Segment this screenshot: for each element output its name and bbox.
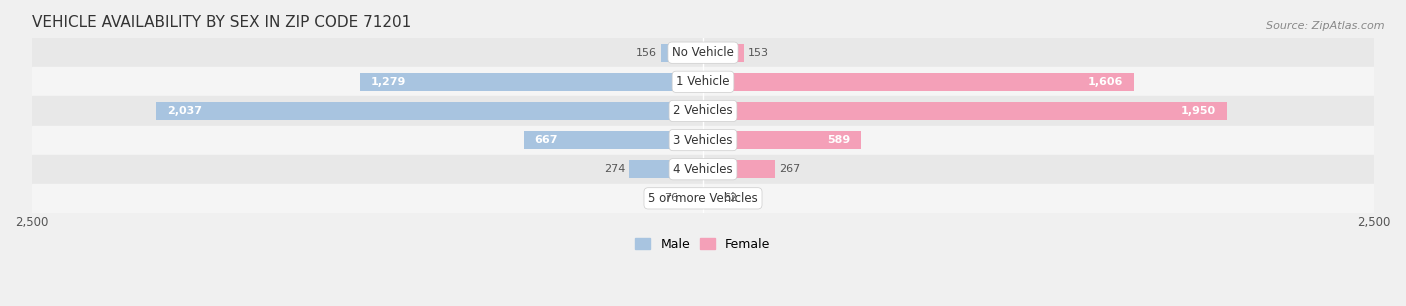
Text: VEHICLE AVAILABILITY BY SEX IN ZIP CODE 71201: VEHICLE AVAILABILITY BY SEX IN ZIP CODE … [32,15,411,30]
Bar [360,73,703,91]
Bar [32,67,1374,96]
Bar [32,38,1374,67]
Text: 267: 267 [779,164,800,174]
Text: Source: ZipAtlas.com: Source: ZipAtlas.com [1267,21,1385,32]
Bar [32,155,1374,184]
Text: No Vehicle: No Vehicle [672,46,734,59]
Bar [682,189,703,207]
Text: 76: 76 [665,193,679,203]
Text: 1,950: 1,950 [1181,106,1216,116]
Bar [630,160,703,178]
Text: 274: 274 [605,164,626,174]
Text: 4 Vehicles: 4 Vehicles [673,163,733,176]
Bar [32,96,1374,125]
Text: 2,037: 2,037 [167,106,201,116]
Bar [703,102,1226,120]
Text: 5 or more Vehicles: 5 or more Vehicles [648,192,758,205]
Text: 2 Vehicles: 2 Vehicles [673,104,733,118]
Bar [703,189,720,207]
Text: 3 Vehicles: 3 Vehicles [673,134,733,147]
Legend: Male, Female: Male, Female [630,233,776,256]
Bar [703,160,775,178]
Text: 62: 62 [724,193,738,203]
Text: 1 Vehicle: 1 Vehicle [676,75,730,88]
Bar [661,44,703,62]
Text: 1,279: 1,279 [370,77,406,87]
Bar [32,184,1374,213]
Text: 667: 667 [534,135,558,145]
Bar [703,131,860,149]
Text: 589: 589 [827,135,851,145]
Bar [703,73,1135,91]
Bar [703,44,744,62]
Text: 1,606: 1,606 [1088,77,1123,87]
Bar [32,125,1374,155]
Text: 153: 153 [748,48,769,58]
Bar [524,131,703,149]
Bar [156,102,703,120]
Text: 156: 156 [636,48,657,58]
